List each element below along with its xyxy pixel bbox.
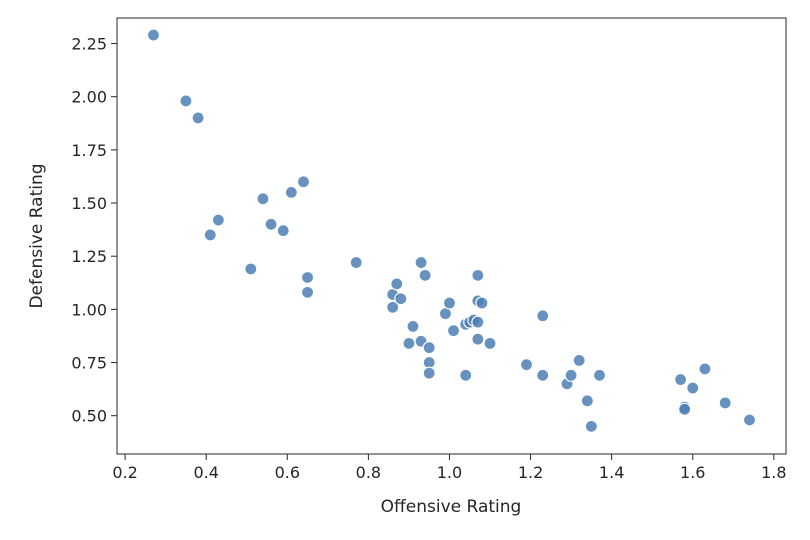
data-point	[483, 336, 497, 351]
data-point	[471, 268, 485, 282]
y-tick-label: 2.25	[71, 35, 107, 54]
data-point	[459, 368, 473, 382]
data-point	[386, 300, 400, 314]
x-tick-label: 1.4	[599, 463, 624, 482]
x-tick-label: 0.4	[193, 463, 218, 482]
y-tick-label: 0.50	[71, 407, 107, 426]
data-point	[402, 336, 416, 351]
data-point	[276, 224, 290, 238]
x-tick-label: 0.2	[112, 463, 137, 482]
data-point	[678, 402, 692, 416]
x-tick-label: 1.0	[437, 463, 462, 482]
y-tick-label: 1.50	[71, 194, 107, 213]
data-point	[584, 419, 598, 433]
data-point	[394, 292, 408, 306]
data-point	[471, 332, 485, 346]
data-point	[442, 296, 457, 310]
data-point	[390, 277, 404, 291]
data-point	[742, 413, 757, 427]
data-point	[300, 285, 315, 299]
data-point	[422, 366, 436, 380]
y-axis-label: Defensive Rating	[27, 163, 47, 308]
data-point	[572, 353, 586, 368]
points-layer	[146, 28, 757, 433]
data-point	[349, 255, 363, 270]
data-point	[418, 268, 432, 282]
data-point	[564, 368, 578, 382]
data-point	[580, 394, 594, 408]
plot-frame	[116, 17, 787, 455]
data-point	[244, 262, 258, 276]
data-point	[203, 228, 217, 242]
data-point	[406, 319, 420, 333]
x-tick-label: 0.6	[275, 463, 300, 482]
data-point	[264, 217, 278, 231]
y-tick-label: 1.25	[71, 247, 107, 266]
x-tick-label: 1.2	[518, 463, 543, 482]
data-point	[519, 358, 534, 372]
plot-area	[116, 17, 787, 455]
data-point	[296, 175, 311, 189]
y-tick-label: 1.75	[71, 141, 107, 160]
data-point	[179, 94, 193, 108]
x-axis-label: Offensive Rating	[381, 497, 522, 517]
x-axis: 0.2 0.4 0.6 0.8 1.0 1.2 1.4 1.6 1.8	[112, 454, 787, 482]
data-point	[256, 192, 270, 206]
data-point	[211, 213, 225, 227]
data-point	[414, 255, 428, 270]
data-point	[686, 381, 700, 395]
y-tick-label: 2.00	[71, 88, 107, 107]
y-axis: 0.50 0.75 1.00 1.25 1.50 1.75 2.00 2.25	[71, 35, 117, 426]
y-tick-label: 0.75	[71, 354, 107, 373]
x-tick-label: 1.6	[680, 463, 705, 482]
x-tick-label: 1.8	[761, 463, 786, 482]
x-tick-label: 0.8	[356, 463, 381, 482]
data-point	[592, 368, 607, 382]
data-point	[284, 185, 298, 199]
data-point	[536, 368, 550, 382]
data-point	[536, 309, 550, 323]
data-point	[422, 341, 436, 355]
data-point	[191, 111, 205, 125]
data-point	[718, 396, 732, 410]
data-point	[300, 270, 315, 285]
data-point	[475, 296, 489, 310]
data-point	[471, 315, 485, 329]
data-point	[146, 28, 161, 42]
y-tick-label: 1.00	[71, 300, 107, 319]
data-point	[446, 324, 461, 338]
data-point	[673, 372, 688, 387]
data-point	[698, 362, 712, 376]
